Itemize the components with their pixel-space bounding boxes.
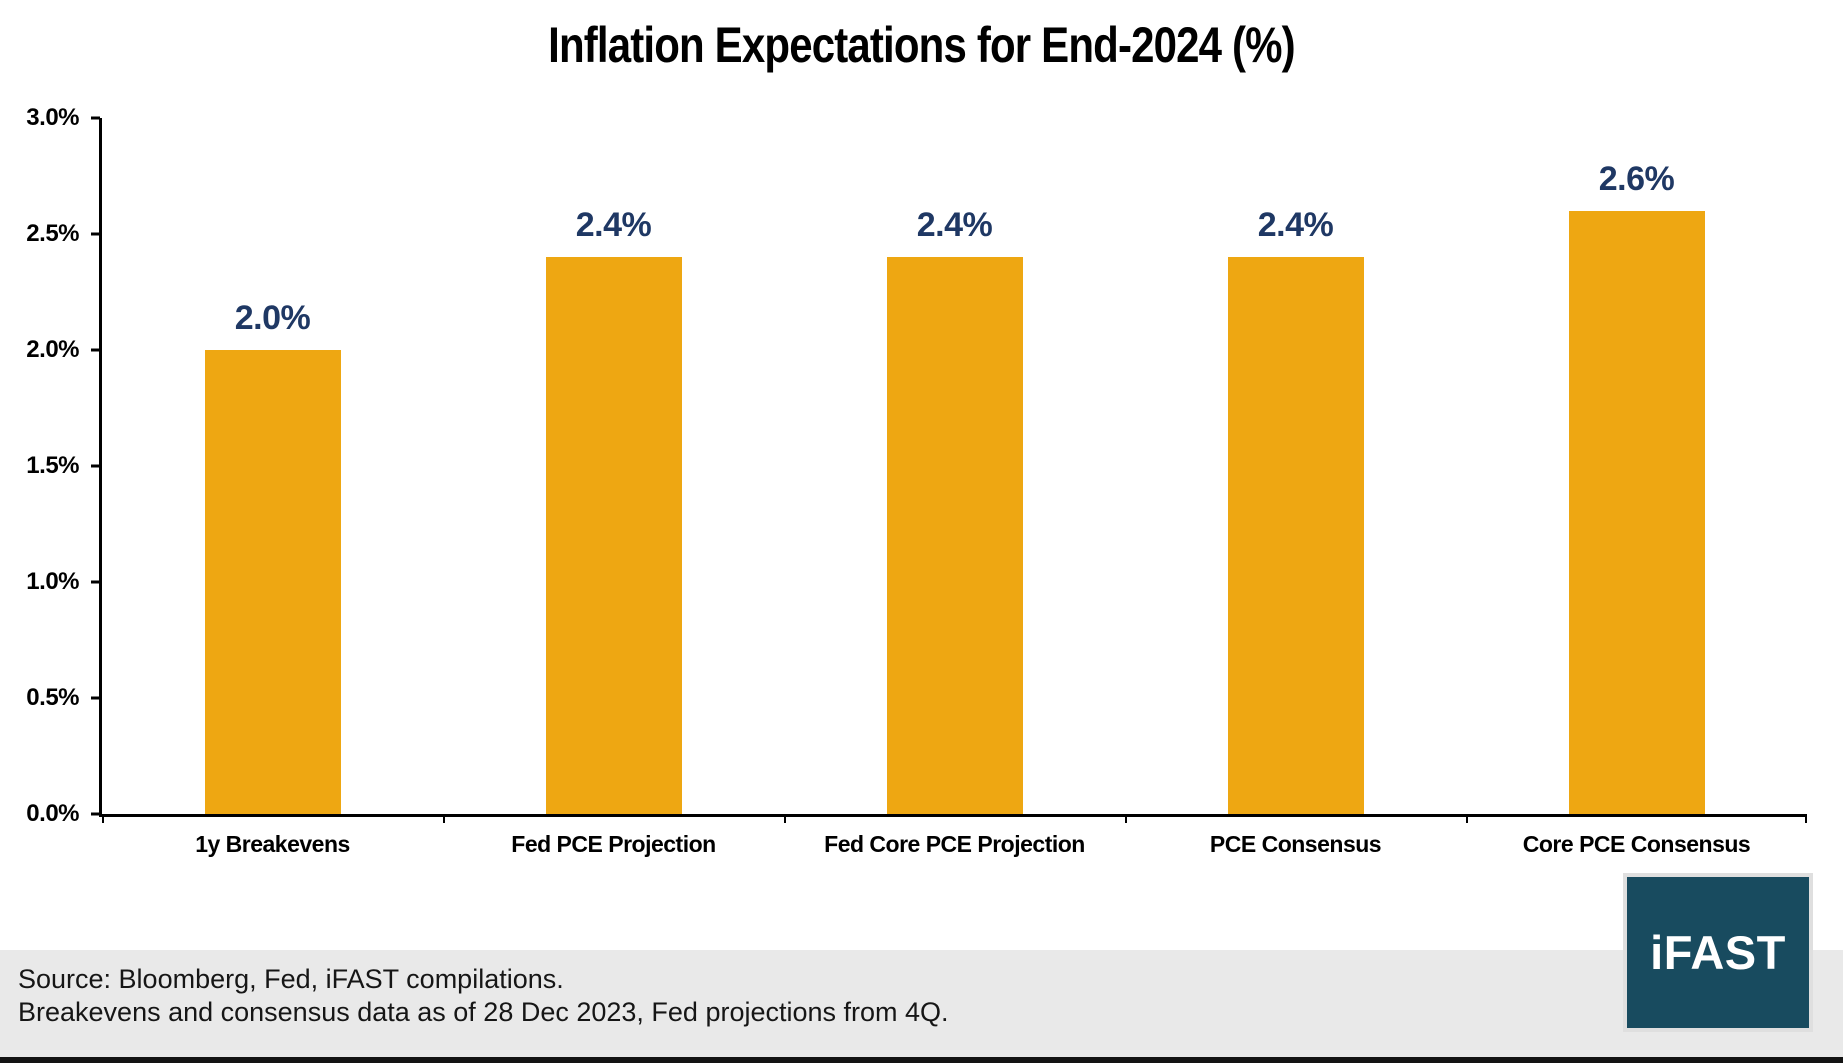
y-axis-tick-mark — [91, 812, 100, 816]
bar-value-label: 2.4% — [1257, 206, 1334, 244]
x-axis-tick-mark — [443, 814, 445, 823]
x-axis-category-label: Core PCE Consensus — [1522, 831, 1751, 857]
y-axis-tick-label: 2.0% — [26, 336, 79, 363]
y-axis-tick-label: 1.0% — [26, 568, 79, 595]
y-axis-tick-label: 1.5% — [26, 452, 79, 479]
x-axis-tick-mark — [102, 814, 104, 823]
bar-value-label: 2.6% — [1598, 160, 1675, 198]
y-axis-tick-label: 0.0% — [26, 800, 79, 827]
x-axis-category-label: Fed PCE Projection — [511, 831, 716, 857]
bar — [204, 350, 341, 814]
x-axis-tick-mark — [1125, 814, 1127, 823]
y-axis-tick-mark — [91, 696, 100, 700]
x-axis-category-label: PCE Consensus — [1209, 831, 1382, 857]
bar — [886, 257, 1023, 814]
source-line-2: Breakevens and consensus data as of 28 D… — [18, 997, 949, 1027]
ifast-logo-text: iFAST — [1650, 926, 1786, 979]
source-footer: Source: Bloomberg, Fed, iFAST compilatio… — [0, 950, 1843, 1057]
source-line-1: Source: Bloomberg, Fed, iFAST compilatio… — [18, 964, 564, 994]
y-axis-tick-mark — [91, 348, 100, 352]
bar-value-label: 2.4% — [916, 206, 993, 244]
bar-value-label: 2.4% — [575, 206, 652, 244]
y-axis-tick-mark — [91, 232, 100, 236]
chart-title-text: Inflation Expectations for End-2024 (%) — [548, 17, 1296, 73]
x-axis-category-label: 1y Breakevens — [195, 831, 350, 857]
bar — [1227, 257, 1364, 814]
ifast-logo: iFAST — [1623, 873, 1813, 1032]
y-axis-tick-label: 0.5% — [26, 684, 79, 711]
x-axis-tick-mark — [784, 814, 786, 823]
plot-area: 0.0% 0.5% 1.0% 1.5% 2.0% 2.5% 3.0% 2.0% 1y Break… — [26, 104, 1807, 857]
y-axis-tick-mark — [91, 580, 100, 584]
x-axis-tick-mark — [1805, 814, 1807, 823]
y-axis-tick-mark — [91, 464, 100, 468]
y-axis-tick-label: 3.0% — [26, 104, 79, 131]
chart-title: Inflation Expectations for End-2024 (%) — [0, 16, 1843, 74]
y-axis-tick-label: 2.5% — [26, 220, 79, 247]
x-axis-tick-mark — [1466, 814, 1468, 823]
bar — [545, 257, 682, 814]
bar-value-label: 2.0% — [234, 299, 311, 337]
bottom-accent-strip — [0, 1057, 1843, 1063]
x-axis-category-label: Fed Core PCE Projection — [824, 831, 1085, 857]
bar — [1568, 211, 1705, 814]
y-axis-tick-mark — [91, 116, 100, 120]
